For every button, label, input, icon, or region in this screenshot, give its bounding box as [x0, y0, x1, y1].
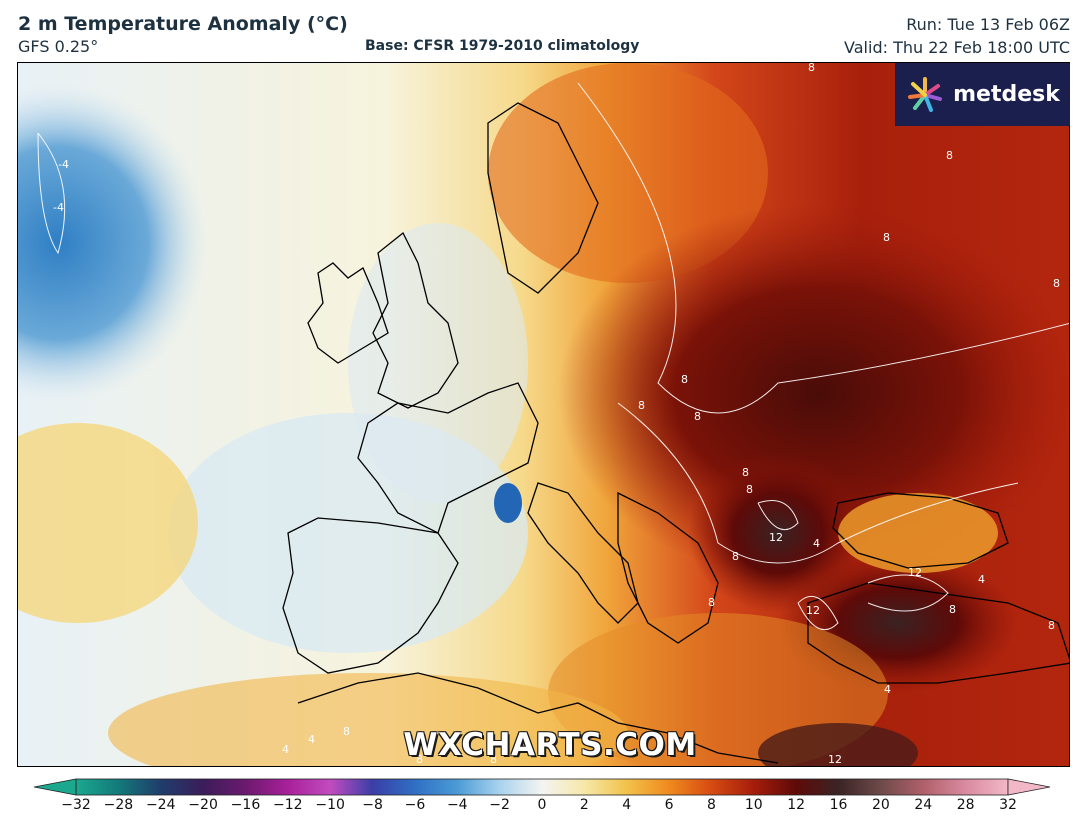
colorbar-right-arrow — [1007, 778, 1051, 796]
contour-label: 12 — [806, 604, 820, 617]
colorbar-tick-label: 0 — [537, 797, 547, 813]
colorbar-tick-label: 12 — [787, 797, 806, 813]
italy-coast — [527, 482, 639, 624]
colorbar-tick-label: 24 — [914, 797, 933, 813]
chart-title: 2 m Temperature Anomaly (°C) — [18, 13, 348, 35]
contour-lines — [37, 82, 1069, 631]
contour-label: 4 — [282, 743, 289, 756]
colorbar-tick-label: 8 — [706, 797, 716, 813]
colorbar-tick-label: −4 — [446, 797, 468, 813]
ireland-coast — [307, 262, 389, 364]
contour-label: 12 — [908, 566, 922, 579]
colorbar-tick-label: 28 — [956, 797, 975, 813]
contour-8-north — [577, 82, 1069, 414]
colorbar-tick-label: −6 — [404, 797, 426, 813]
contour-8-central — [617, 402, 1019, 564]
contour-label: 8 — [742, 466, 749, 479]
contour-label: 4 — [308, 733, 315, 746]
run-time-label: Run: Tue 13 Feb 06Z — [906, 15, 1070, 34]
contour-label: 8 — [343, 725, 350, 738]
france-coast — [357, 382, 539, 534]
colorbar — [33, 778, 1051, 796]
contour-label: 8 — [681, 373, 688, 386]
alps-cold-spot — [494, 483, 522, 523]
colorbar-tick-label: 10 — [744, 797, 763, 813]
colorbar-tick-label: −20 — [188, 797, 218, 813]
contour-label: -4 — [53, 201, 64, 214]
contour-label: 8 — [746, 483, 753, 496]
contour-label: 8 — [638, 399, 645, 412]
pinwheel-logo-icon — [908, 76, 943, 112]
contour-label: 8 — [949, 603, 956, 616]
norway-coast — [487, 102, 599, 294]
contour-12-balkans — [757, 500, 799, 531]
contour-minus4 — [37, 132, 66, 255]
contour-label: 8 — [808, 63, 815, 74]
colorbar-gradient — [75, 778, 1009, 796]
colorbar-tick-label: −24 — [145, 797, 176, 813]
contour-label: 8 — [732, 550, 739, 563]
colorbar-tick-label: 6 — [664, 797, 674, 813]
turkey-coast — [807, 582, 1069, 684]
contour-12-turkey — [867, 574, 949, 612]
colorbar-tick-label: −8 — [362, 797, 383, 813]
colorbar-tick-label: 16 — [829, 797, 848, 813]
coastlines — [282, 102, 1069, 764]
contour-label: 8 — [708, 596, 715, 609]
contour-label: 8 — [1053, 277, 1060, 290]
contour-label: 4 — [884, 683, 891, 696]
colorbar-tick-label: −2 — [489, 797, 510, 813]
contour-label: 8 — [416, 753, 423, 766]
contour-label: 8 — [883, 231, 890, 244]
balkans-coast — [617, 491, 719, 644]
logo-text: metdesk — [953, 82, 1060, 107]
colorbar-tick-label: −32 — [61, 797, 91, 813]
north-africa-coast — [297, 672, 779, 764]
contour-label-group: -4 -4 8 8 8 8 8 8 8 8 8 8 8 8 12 12 12 1… — [53, 63, 1060, 766]
contour-label: 12 — [828, 753, 842, 766]
anomaly-field: -4 -4 8 8 8 8 8 8 8 8 8 8 8 8 12 12 12 1… — [18, 63, 1069, 766]
contour-label: 4 — [978, 573, 985, 586]
contour-label: 8 — [946, 149, 953, 162]
colorbar-tick-label: 4 — [622, 797, 632, 813]
colorbar-tick-label: 32 — [999, 797, 1017, 813]
egypt-hot-area — [758, 723, 918, 766]
iberia-coast — [282, 517, 459, 674]
metdesk-logo: metdesk — [895, 63, 1070, 126]
contour-label: -4 — [58, 158, 69, 171]
subtropical-warm-area — [18, 423, 198, 623]
contour-label: 4 — [813, 537, 820, 550]
colorbar-tick-label: −16 — [230, 797, 261, 813]
black-sea-area — [838, 493, 998, 573]
colorbar-tick-label: 20 — [871, 797, 890, 813]
colorbar-tick-label: −12 — [273, 797, 303, 813]
atlantic-cold-anomaly — [18, 83, 208, 403]
anomaly-map: -4 -4 8 8 8 8 8 8 8 8 8 8 8 8 12 12 12 1… — [17, 62, 1070, 767]
colorbar-tick-label: 2 — [579, 797, 589, 813]
black-sea-coast — [832, 492, 1009, 569]
contour-label: 8 — [1048, 619, 1055, 632]
colorbar-left-arrow — [33, 778, 77, 796]
climatology-base-label: Base: CFSR 1979-2010 climatology — [365, 38, 640, 54]
colorbar-tick-label: −28 — [103, 797, 134, 813]
valid-time-label: Valid: Thu 22 Feb 18:00 UTC — [844, 38, 1070, 57]
britain-coast — [372, 231, 459, 409]
contour-label: 8 — [694, 410, 701, 423]
eastern-europe-hot-area — [558, 203, 1069, 583]
contour-12-anatolia — [797, 595, 839, 631]
wxcharts-watermark: WXCHARTS.COM — [403, 727, 697, 763]
britain-cool-area — [348, 223, 528, 503]
contour-label: 8 — [490, 753, 497, 766]
model-label: GFS 0.25° — [18, 37, 99, 56]
contour-label: 12 — [769, 531, 783, 544]
colorbar-tick-label: −10 — [315, 797, 345, 813]
